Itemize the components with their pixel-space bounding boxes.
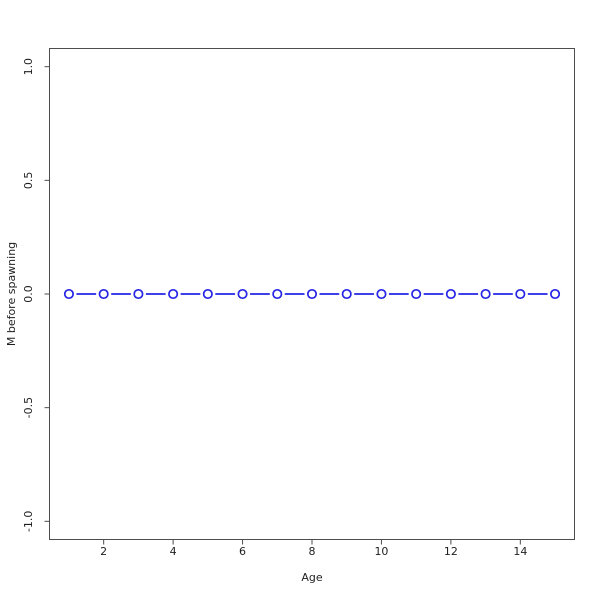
x-tick-label: 6: [239, 545, 246, 558]
data-point-marker: [133, 288, 144, 300]
data-point-marker: [63, 288, 74, 300]
x-tick-label: 12: [444, 545, 458, 558]
data-point-marker: [515, 288, 526, 300]
y-tick-label: -0.5: [22, 397, 35, 418]
data-point-marker: [237, 288, 248, 300]
x-axis-label: Age: [301, 571, 323, 584]
x-tick-label: 10: [374, 545, 388, 558]
data-point-marker: [376, 288, 387, 300]
data-point-marker: [272, 288, 283, 300]
data-point-marker: [202, 288, 213, 300]
data-point-marker: [98, 288, 109, 300]
data-point-marker: [341, 288, 352, 300]
data-point-marker: [168, 288, 179, 300]
x-tick-label: 14: [513, 545, 527, 558]
x-tick-label: 4: [170, 545, 177, 558]
data-point-marker: [306, 288, 318, 300]
y-axis-label: M before spawning: [5, 242, 18, 346]
data-point-marker: [550, 288, 561, 300]
data-point-marker: [445, 288, 456, 300]
y-tick-label: 0.5: [22, 172, 35, 190]
y-tick-label: -1.0: [22, 511, 35, 532]
data-point-marker: [480, 288, 491, 300]
plot-frame: [49, 48, 575, 540]
data-point-marker: [411, 288, 422, 300]
y-tick-label: 1.0: [22, 58, 35, 76]
x-tick-label: 2: [100, 545, 107, 558]
y-tick-label: 0.0: [22, 285, 35, 303]
x-tick-label: 8: [309, 545, 316, 558]
